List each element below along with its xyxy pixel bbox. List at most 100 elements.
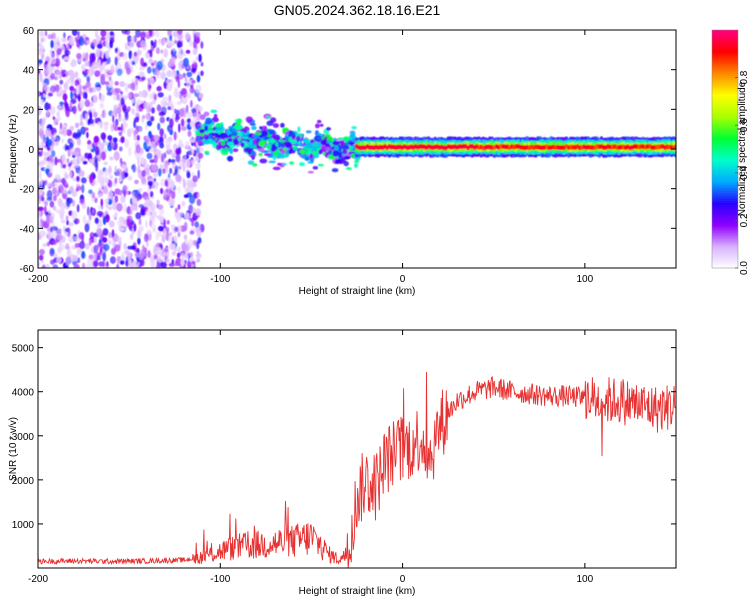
colorbar-segment (712, 135, 738, 138)
heat-cell (119, 81, 125, 87)
heat-cell (654, 144, 658, 150)
heat-cell (420, 144, 424, 149)
heat-cell (42, 264, 46, 268)
y-tick-label: 1000 (12, 520, 35, 531)
heat-cell (249, 140, 253, 145)
colorbar-segment (712, 89, 738, 92)
heat-cell (112, 201, 118, 211)
heat-cell (253, 138, 257, 145)
heat-cell (189, 230, 195, 235)
heat-cell (160, 71, 167, 80)
heat-cell (174, 235, 178, 244)
heat-cell (350, 145, 354, 150)
heat-cell (42, 180, 45, 190)
heat-cell (69, 149, 73, 155)
heat-cell (231, 128, 237, 134)
heat-cell (77, 95, 81, 101)
heat-cell (158, 225, 164, 232)
heat-cell (122, 203, 128, 213)
heat-cell (554, 144, 557, 150)
heat-cell (318, 149, 323, 155)
heat-cell (165, 79, 169, 84)
heat-cell (639, 144, 643, 149)
heat-cell (227, 138, 233, 143)
heat-cell (234, 124, 240, 130)
heat-cell (188, 204, 194, 214)
heat-cell (91, 141, 98, 148)
heat-cell (598, 144, 601, 150)
heat-cell (121, 30, 128, 35)
heat-cell (315, 136, 322, 141)
heat-cell (191, 63, 196, 69)
colorbar-segment (712, 119, 738, 122)
heat-cell (503, 144, 507, 150)
heat-cell (76, 84, 80, 93)
colorbar-segment (712, 35, 738, 39)
heat-cell (142, 115, 146, 119)
heat-cell (154, 69, 161, 76)
heat-cell (240, 142, 245, 147)
heat-cell (130, 36, 135, 42)
heat-cell (245, 116, 253, 123)
heat-cell (180, 258, 185, 267)
heat-cell (297, 126, 301, 133)
heat-cell (60, 219, 66, 224)
heat-cell (43, 151, 50, 157)
heat-cell (451, 144, 454, 150)
colorbar-segment (712, 45, 738, 49)
heat-cell (175, 148, 181, 155)
heat-cell (464, 143, 468, 149)
heat-cell (86, 75, 91, 83)
heat-cell (412, 144, 415, 150)
heat-cell (52, 187, 57, 195)
heat-cell (189, 86, 195, 94)
heat-cell (569, 144, 573, 150)
heat-cell (185, 140, 190, 148)
heat-cell (277, 162, 282, 166)
heat-cell (120, 97, 125, 106)
heat-cell (259, 126, 263, 130)
heat-cell (169, 167, 173, 174)
heat-cell (173, 131, 177, 141)
heat-cell (44, 102, 50, 111)
colorbar-segment (712, 109, 738, 112)
heat-cell (140, 156, 145, 164)
snr-ticks: -200 -100 0 100 1000 2000 3000 4000 5000 (12, 330, 676, 585)
heat-cell (156, 47, 160, 55)
heat-cell (160, 187, 164, 195)
heat-cell (149, 219, 152, 227)
heat-cell (167, 234, 174, 243)
heat-cell (370, 145, 374, 150)
heat-cell (543, 144, 546, 150)
figure-title: GN05.2024.362.18.16.E21 (274, 2, 441, 18)
colorbar-segment (712, 172, 738, 176)
heat-cell (105, 50, 110, 59)
colorbar-segment (712, 33, 738, 37)
heat-cell (409, 144, 413, 150)
heat-cell (168, 198, 175, 207)
heat-cell (88, 118, 94, 125)
colorbar-frame (711, 29, 739, 269)
colorbar-segment (712, 164, 738, 168)
heat-cell (128, 260, 134, 268)
heat-cell (86, 144, 93, 151)
heat-cell (88, 158, 94, 164)
heat-cell (510, 144, 514, 149)
colorbar-segment (712, 214, 738, 217)
heat-cell (354, 162, 359, 168)
heat-cell (74, 71, 79, 78)
heat-cell (126, 45, 131, 51)
heat-cell (385, 145, 389, 151)
colorbar-segment (712, 37, 738, 41)
heat-cell (114, 88, 121, 94)
heat-cell (289, 132, 296, 137)
heat-cell (61, 177, 66, 186)
colorbar-segment (712, 113, 738, 116)
heat-cell (462, 143, 465, 149)
heat-cell (182, 163, 186, 172)
heat-cell (103, 161, 108, 166)
heat-cell (265, 129, 274, 132)
colorbar-segment (712, 41, 738, 45)
heat-cell (100, 36, 106, 41)
heat-cell (109, 31, 114, 36)
